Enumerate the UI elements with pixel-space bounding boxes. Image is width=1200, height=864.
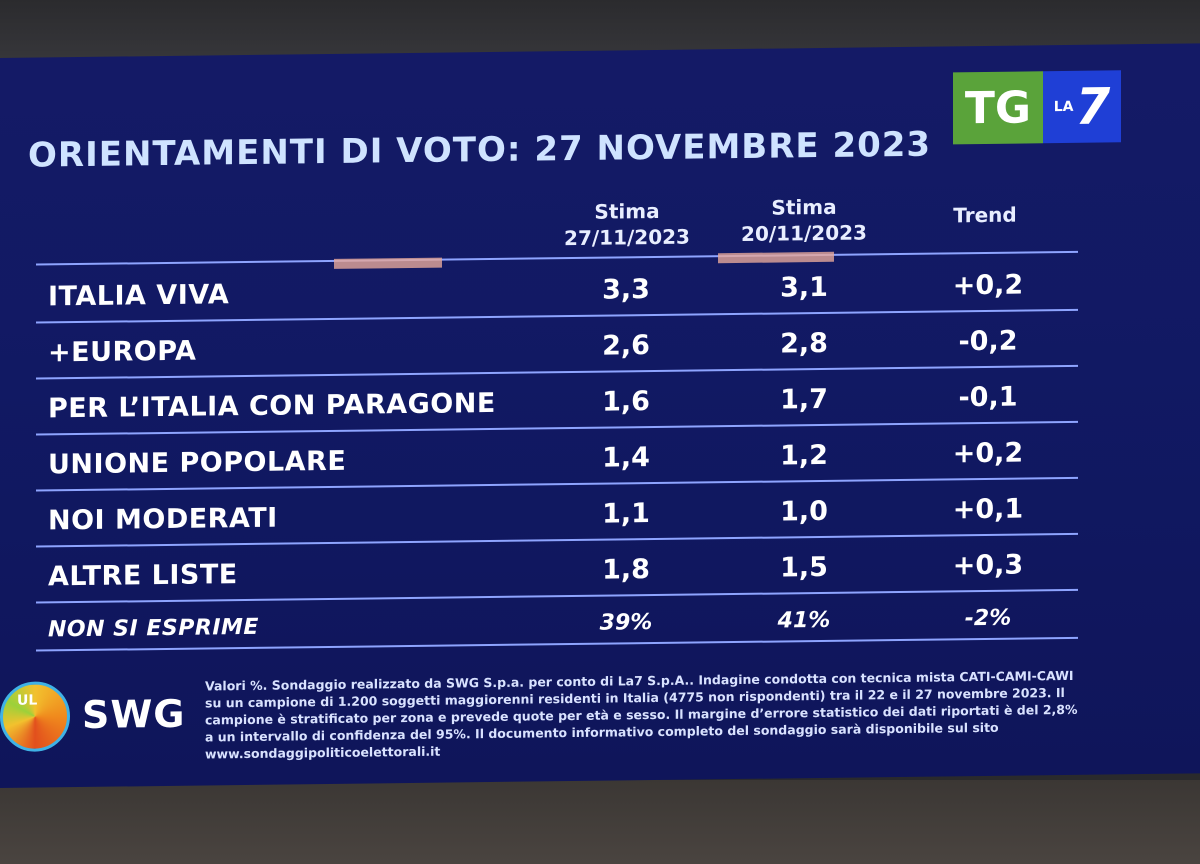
value-previous: 1,2 — [780, 439, 828, 472]
value-previous: 2,8 — [780, 327, 828, 360]
swg-logo: UL SWG — [0, 676, 200, 758]
value-trend: +0,2 — [952, 269, 1024, 302]
column-header-previous: Stima 20/11/2023 — [704, 193, 904, 247]
value-previous: 1,5 — [780, 551, 828, 584]
value-current: 3,3 — [602, 274, 650, 306]
wall-background-bottom — [0, 780, 1200, 864]
screen-content: ORIENTAMENTI DI VOTO: 27 NOVEMBRE 2023 T… — [0, 43, 1200, 788]
party-name: UNIONE POPOLARE — [48, 445, 347, 481]
value-trend: +0,1 — [952, 493, 1024, 526]
value-trend: -2% — [964, 605, 1012, 632]
party-name: NON SI ESPRIME — [48, 614, 259, 643]
la7-logo: LA 7 — [1043, 70, 1121, 144]
la7-logo-la: LA — [1053, 98, 1074, 116]
swg-globe-letters: UL — [17, 692, 38, 709]
tg-logo-text: TG — [953, 71, 1043, 145]
column-header-current: Stima 27/11/2023 — [527, 197, 727, 251]
value-current: 1,4 — [602, 442, 650, 474]
column-header-line1: Stima — [594, 198, 660, 224]
value-trend: -0,2 — [958, 325, 1018, 358]
value-current: 39% — [599, 610, 653, 636]
value-current: 1,6 — [602, 386, 650, 418]
party-name: PER L’ITALIA CON PARAGONE — [48, 387, 496, 425]
page-title: ORIENTAMENTI DI VOTO: 27 NOVEMBRE 2023 — [28, 124, 932, 176]
party-name: NOI MODERATI — [48, 502, 278, 537]
value-current: 2,6 — [602, 330, 650, 362]
value-trend: -0,1 — [958, 381, 1018, 414]
column-header-line1: Stima — [771, 194, 837, 220]
tg-la7-logo: TG LA 7 — [953, 70, 1121, 145]
value-current: 1,8 — [602, 554, 650, 586]
swg-globe-icon: UL — [0, 681, 70, 752]
swg-logo-text: SWG — [82, 691, 186, 737]
value-previous: 41% — [777, 607, 831, 634]
tv-screen: ORIENTAMENTI DI VOTO: 27 NOVEMBRE 2023 T… — [0, 43, 1200, 789]
value-current: 1,1 — [602, 498, 650, 530]
value-trend: +0,3 — [952, 549, 1024, 582]
value-previous: 1,0 — [780, 495, 828, 528]
party-name: +EUROPA — [48, 335, 197, 369]
party-name: ALTRE LISTE — [48, 559, 238, 593]
value-previous: 3,1 — [780, 271, 828, 304]
column-header-trend: Trend — [885, 201, 1085, 229]
la7-logo-seven: 7 — [1075, 77, 1111, 136]
party-name: ITALIA VIVA — [48, 279, 230, 313]
value-trend: +0,2 — [952, 437, 1024, 470]
column-header-line2: 27/11/2023 — [564, 224, 690, 251]
column-header-line1: Trend — [953, 202, 1017, 228]
value-previous: 1,7 — [780, 383, 828, 416]
methodology-footnote: Valori %. Sondaggio realizzato da SWG S.… — [205, 667, 1078, 762]
column-header-line2: 20/11/2023 — [741, 220, 867, 246]
